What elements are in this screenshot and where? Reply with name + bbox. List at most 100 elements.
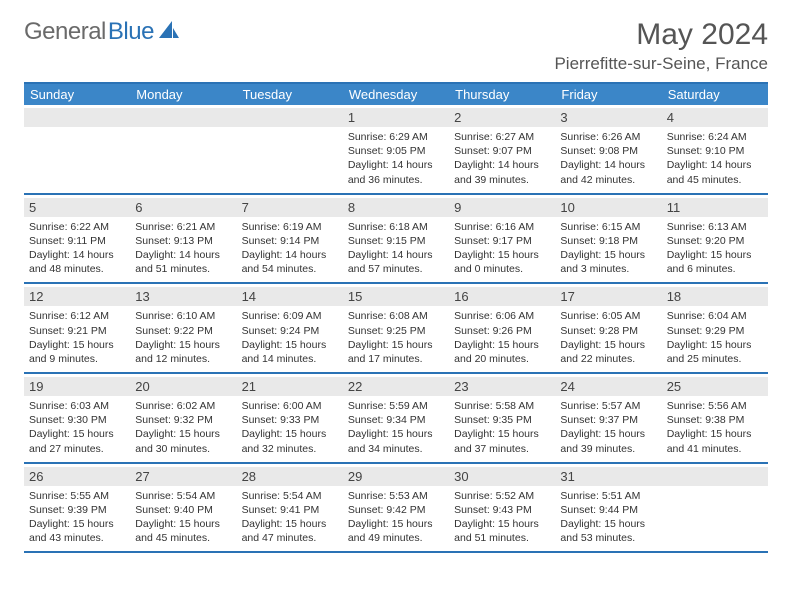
title-block: May 2024 Pierrefitte-sur-Seine, France bbox=[554, 18, 768, 74]
sunrise-text: Sunrise: 6:12 AM bbox=[29, 309, 125, 323]
sunrise-text: Sunrise: 5:55 AM bbox=[29, 489, 125, 503]
day-number: 22 bbox=[343, 377, 449, 396]
sunset-text: Sunset: 9:10 PM bbox=[667, 144, 763, 158]
day-cell: 28Sunrise: 5:54 AMSunset: 9:41 PMDayligh… bbox=[237, 464, 343, 552]
day-cell: 30Sunrise: 5:52 AMSunset: 9:43 PMDayligh… bbox=[449, 464, 555, 552]
sunset-text: Sunset: 9:39 PM bbox=[29, 503, 125, 517]
day-cell: 24Sunrise: 5:57 AMSunset: 9:37 PMDayligh… bbox=[555, 374, 661, 462]
day-cell: 23 Sunrise: 5:58 AMSunset: 9:35 PMDayligh… bbox=[449, 374, 555, 462]
day-number: 23 bbox=[449, 377, 555, 396]
sunset-text: Sunset: 9:14 PM bbox=[242, 234, 338, 248]
day-number: 19 bbox=[24, 377, 130, 396]
sunrise-text: Sunrise: 6:22 AM bbox=[29, 220, 125, 234]
day-cell: 8Sunrise: 6:18 AMSunset: 9:15 PMDaylight… bbox=[343, 195, 449, 283]
daylight-text: Daylight: 14 hours and 57 minutes. bbox=[348, 248, 444, 276]
dow-cell: Wednesday bbox=[343, 84, 449, 105]
day-cell: 21Sunrise: 6:00 AMSunset: 9:33 PMDayligh… bbox=[237, 374, 343, 462]
sunset-text: Sunset: 9:30 PM bbox=[29, 413, 125, 427]
week-row: 12Sunrise: 6:12 AMSunset: 9:21 PMDayligh… bbox=[24, 284, 768, 374]
day-number: 15 bbox=[343, 287, 449, 306]
daylight-text: Daylight: 15 hours and 0 minutes. bbox=[454, 248, 550, 276]
daylight-text: Daylight: 15 hours and 12 minutes. bbox=[135, 338, 231, 366]
day-details: Sunrise: 6:26 AMSunset: 9:08 PMDaylight:… bbox=[560, 130, 656, 187]
location-label: Pierrefitte-sur-Seine, France bbox=[554, 54, 768, 74]
daylight-text: Daylight: 15 hours and 47 minutes. bbox=[242, 517, 338, 545]
sunrise-text: Sunrise: 6:27 AM bbox=[454, 130, 550, 144]
day-number: 17 bbox=[555, 287, 661, 306]
sunset-text: Sunset: 9:11 PM bbox=[29, 234, 125, 248]
sunrise-text: Sunrise: 5:54 AM bbox=[242, 489, 338, 503]
sunset-text: Sunset: 9:22 PM bbox=[135, 324, 231, 338]
day-cell bbox=[130, 105, 236, 193]
day-details: Sunrise: 5:51 AMSunset: 9:44 PMDaylight:… bbox=[560, 489, 656, 546]
daylight-text: Daylight: 15 hours and 37 minutes. bbox=[454, 427, 550, 455]
sunset-text: Sunset: 9:07 PM bbox=[454, 144, 550, 158]
day-details: Sunrise: 6:08 AMSunset: 9:25 PMDaylight:… bbox=[348, 309, 444, 366]
sunrise-text: Sunrise: 6:06 AM bbox=[454, 309, 550, 323]
day-details: Sunrise: 6:21 AMSunset: 9:13 PMDaylight:… bbox=[135, 220, 231, 277]
day-cell: 6Sunrise: 6:21 AMSunset: 9:13 PMDaylight… bbox=[130, 195, 236, 283]
day-number: 1 bbox=[343, 108, 449, 127]
sunset-text: Sunset: 9:29 PM bbox=[667, 324, 763, 338]
sunset-text: Sunset: 9:35 PM bbox=[454, 413, 550, 427]
day-details: Sunrise: 5:53 AMSunset: 9:42 PMDaylight:… bbox=[348, 489, 444, 546]
sunset-text: Sunset: 9:28 PM bbox=[560, 324, 656, 338]
day-details: Sunrise: 6:04 AMSunset: 9:29 PMDaylight:… bbox=[667, 309, 763, 366]
sunrise-text: Sunrise: 5:56 AM bbox=[667, 399, 763, 413]
month-title: May 2024 bbox=[554, 18, 768, 52]
day-details: Sunrise: 5:58 AMSunset: 9:35 PMDaylight:… bbox=[454, 399, 550, 456]
day-cell: 1Sunrise: 6:29 AMSunset: 9:05 PMDaylight… bbox=[343, 105, 449, 193]
day-details: Sunrise: 6:00 AMSunset: 9:33 PMDaylight:… bbox=[242, 399, 338, 456]
day-cell: 10Sunrise: 6:15 AMSunset: 9:18 PMDayligh… bbox=[555, 195, 661, 283]
dow-cell: Tuesday bbox=[237, 84, 343, 105]
sunset-text: Sunset: 9:20 PM bbox=[667, 234, 763, 248]
week-row: 5Sunrise: 6:22 AMSunset: 9:11 PMDaylight… bbox=[24, 195, 768, 285]
sunrise-text: Sunrise: 6:21 AM bbox=[135, 220, 231, 234]
sunset-text: Sunset: 9:43 PM bbox=[454, 503, 550, 517]
sunset-text: Sunset: 9:44 PM bbox=[560, 503, 656, 517]
daylight-text: Daylight: 15 hours and 25 minutes. bbox=[667, 338, 763, 366]
day-cell: 12Sunrise: 6:12 AMSunset: 9:21 PMDayligh… bbox=[24, 284, 130, 372]
days-of-week-header: SundayMondayTuesdayWednesdayThursdayFrid… bbox=[24, 84, 768, 105]
sunset-text: Sunset: 9:24 PM bbox=[242, 324, 338, 338]
dow-cell: Saturday bbox=[662, 84, 768, 105]
sunrise-text: Sunrise: 6:18 AM bbox=[348, 220, 444, 234]
sunrise-text: Sunrise: 6:05 AM bbox=[560, 309, 656, 323]
dow-cell: Thursday bbox=[449, 84, 555, 105]
day-details: Sunrise: 5:57 AMSunset: 9:37 PMDaylight:… bbox=[560, 399, 656, 456]
sunset-text: Sunset: 9:15 PM bbox=[348, 234, 444, 248]
day-number: 26 bbox=[24, 467, 130, 486]
day-cell: 9 Sunrise: 6:16 AMSunset: 9:17 PMDaylight… bbox=[449, 195, 555, 283]
day-details: Sunrise: 6:09 AMSunset: 9:24 PMDaylight:… bbox=[242, 309, 338, 366]
sunset-text: Sunset: 9:32 PM bbox=[135, 413, 231, 427]
daylight-text: Daylight: 15 hours and 41 minutes. bbox=[667, 427, 763, 455]
sunrise-text: Sunrise: 6:19 AM bbox=[242, 220, 338, 234]
day-number bbox=[662, 467, 768, 486]
day-details: Sunrise: 6:10 AMSunset: 9:22 PMDaylight:… bbox=[135, 309, 231, 366]
dow-cell: Friday bbox=[555, 84, 661, 105]
sunset-text: Sunset: 9:33 PM bbox=[242, 413, 338, 427]
sunset-text: Sunset: 9:26 PM bbox=[454, 324, 550, 338]
day-details: Sunrise: 6:16 AMSunset: 9:17 PMDaylight:… bbox=[454, 220, 550, 277]
day-number bbox=[130, 108, 236, 127]
day-cell: 4Sunrise: 6:24 AMSunset: 9:10 PMDaylight… bbox=[662, 105, 768, 193]
week-row: 19Sunrise: 6:03 AMSunset: 9:30 PMDayligh… bbox=[24, 374, 768, 464]
sunrise-text: Sunrise: 5:52 AM bbox=[454, 489, 550, 503]
sunrise-text: Sunrise: 5:54 AM bbox=[135, 489, 231, 503]
sunset-text: Sunset: 9:41 PM bbox=[242, 503, 338, 517]
day-number: 9 bbox=[449, 198, 555, 217]
logo-sail-icon bbox=[158, 20, 180, 40]
day-details: Sunrise: 5:54 AMSunset: 9:41 PMDaylight:… bbox=[242, 489, 338, 546]
sunrise-text: Sunrise: 6:29 AM bbox=[348, 130, 444, 144]
sunrise-text: Sunrise: 6:13 AM bbox=[667, 220, 763, 234]
calendar: SundayMondayTuesdayWednesdayThursdayFrid… bbox=[24, 82, 768, 553]
day-details: Sunrise: 6:13 AMSunset: 9:20 PMDaylight:… bbox=[667, 220, 763, 277]
page-header: GeneralBlue May 2024 Pierrefitte-sur-Sei… bbox=[24, 18, 768, 74]
day-details: Sunrise: 6:15 AMSunset: 9:18 PMDaylight:… bbox=[560, 220, 656, 277]
day-cell: 22Sunrise: 5:59 AMSunset: 9:34 PMDayligh… bbox=[343, 374, 449, 462]
day-number: 7 bbox=[237, 198, 343, 217]
sunset-text: Sunset: 9:37 PM bbox=[560, 413, 656, 427]
brand-part2: Blue bbox=[108, 18, 154, 46]
day-number: 2 bbox=[449, 108, 555, 127]
day-details: Sunrise: 6:02 AMSunset: 9:32 PMDaylight:… bbox=[135, 399, 231, 456]
